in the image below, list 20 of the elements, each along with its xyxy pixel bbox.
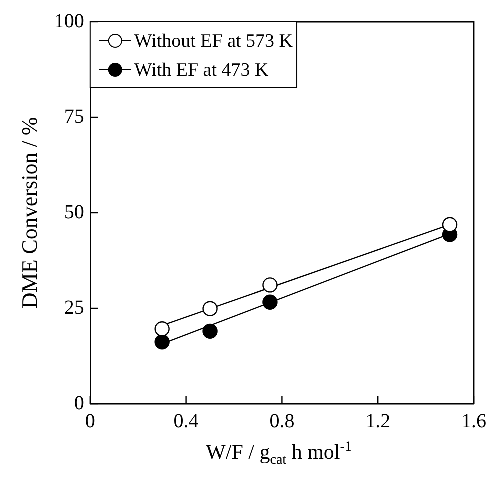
x-axis-title: W/F / g$_{cat}$ h mol$^{-1}$ <box>205 440 353 470</box>
legend-label: With EF at 473 K <box>134 60 270 81</box>
y-tick-label: 0 <box>74 392 84 414</box>
legend-label: Without EF at 573 K <box>134 30 294 52</box>
x-tick-label: 0.4 <box>174 410 199 432</box>
point <box>154 322 170 337</box>
point <box>262 294 278 310</box>
y-tick-label: 75 <box>64 106 84 128</box>
point <box>202 301 218 316</box>
point <box>202 324 218 340</box>
x-tick-label: 0.8 <box>270 410 295 432</box>
y-tick-label: 100 <box>54 10 84 32</box>
point <box>262 278 278 293</box>
x-tick-label: 1.6 <box>462 410 486 432</box>
y-tick-label: 25 <box>64 296 84 319</box>
point <box>442 217 458 232</box>
y-tick-label: 50 <box>64 201 84 224</box>
point <box>154 334 170 350</box>
x-tick-label: 1.2 <box>366 410 391 432</box>
y-axis-title: DME Conversion / % <box>16 117 42 309</box>
